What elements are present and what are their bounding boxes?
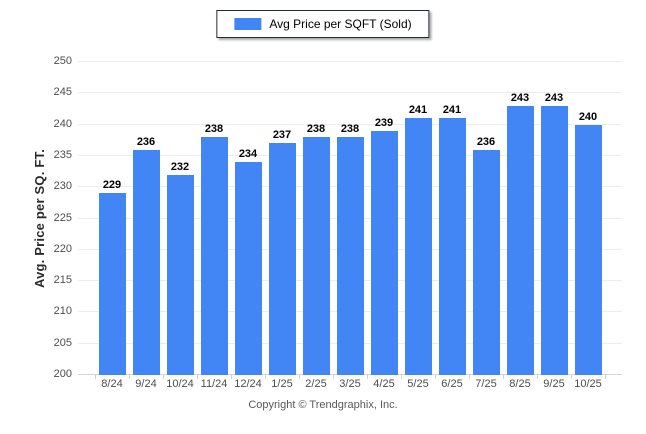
axis-tick	[367, 375, 368, 379]
x-axis-tick-label: 2/25	[305, 378, 327, 390]
bar-value-label: 243	[510, 91, 530, 104]
bar	[302, 137, 330, 375]
bar	[200, 137, 228, 375]
bar	[336, 137, 364, 375]
bar	[506, 105, 534, 375]
legend: Avg Price per SQFT (Sold)	[216, 10, 430, 38]
y-axis-tick-label: 230	[53, 180, 72, 193]
bar-slot: 234	[231, 148, 265, 375]
bar-slot: 236	[129, 136, 163, 375]
y-axis-tick-label: 220	[53, 242, 72, 255]
axis-tick	[95, 375, 96, 379]
bar-slot: 241	[435, 104, 469, 375]
axis-tick	[333, 375, 334, 379]
bar	[574, 124, 602, 375]
axis-tick	[401, 375, 402, 379]
bar-slot: 243	[537, 92, 571, 375]
axis-tick	[537, 375, 538, 379]
bar-value-label: 236	[136, 135, 156, 148]
gridline	[78, 61, 622, 62]
bar	[370, 130, 398, 375]
bar	[132, 149, 160, 375]
bar-value-label: 239	[374, 116, 394, 129]
bar-slot: 240	[571, 111, 605, 375]
x-axis-tick-label: 10/25	[574, 378, 602, 390]
bar-series: 229 236 232 238 234 237 238 238 239 241 241 236 243 2…	[95, 62, 605, 375]
y-axis-tick-label: 200	[53, 368, 72, 380]
axis-tick	[435, 375, 436, 379]
x-axis-labels: 8/24 9/24 10/24 11/24 12/24 1/25 2/25 3/25 4/25 5…	[95, 378, 605, 390]
y-axis-tick-label: 225	[53, 211, 72, 224]
gridline	[78, 92, 622, 94]
bar-slot: 238	[299, 123, 333, 375]
axis-tick	[129, 375, 130, 379]
y-axis-tick-label: 235	[53, 148, 72, 161]
bar-value-label: 243	[544, 91, 564, 104]
bar	[438, 118, 466, 375]
x-axis-tick-label: 6/25	[441, 378, 463, 390]
bar-slot: 241	[401, 104, 435, 375]
bar-slot: 236	[469, 136, 503, 375]
y-axis-tick-label: 250	[53, 55, 72, 67]
bar	[166, 174, 194, 375]
axis-tick	[571, 375, 572, 379]
x-axis-tick-label: 7/25	[475, 378, 497, 390]
bar-value-label: 232	[170, 160, 190, 173]
y-axis-tick-label: 245	[53, 86, 72, 99]
bar-value-label: 237	[272, 129, 292, 142]
bar-slot: 229	[95, 179, 129, 375]
x-axis-tick-label: 1/25	[271, 378, 293, 390]
bar-value-label: 234	[238, 148, 258, 161]
x-axis-tick-label: 4/25	[373, 378, 395, 390]
bar-value-label: 238	[204, 123, 224, 136]
axis-tick	[197, 375, 198, 379]
axis-tick	[605, 375, 606, 379]
x-axis-tick-label: 10/24	[166, 378, 194, 390]
bar-value-label: 241	[408, 104, 428, 117]
bar-slot: 232	[163, 161, 197, 375]
y-axis-tick-label: 210	[53, 305, 72, 318]
axis-tick	[299, 375, 300, 379]
bar	[540, 105, 568, 375]
y-axis-tick-label: 215	[53, 274, 72, 287]
x-axis-tick-label: 9/24	[135, 378, 157, 390]
bar	[234, 162, 262, 375]
bar-value-label: 241	[442, 104, 462, 117]
x-axis-tick-label: 8/25	[509, 378, 531, 390]
x-axis-tick-label: 11/24	[200, 378, 228, 390]
y-axis-tick-label: 240	[53, 117, 72, 130]
plot-area: 250 245 240 235 230 225 220 215 210 205 200 229 236 2…	[54, 56, 622, 380]
bar-value-label: 238	[340, 123, 360, 136]
copyright: Copyright © Trendgraphix, Inc.	[248, 399, 398, 411]
x-axis-tick-label: 8/24	[101, 378, 123, 390]
gridline	[78, 123, 622, 125]
bar-slot: 238	[333, 123, 367, 375]
x-axis-tick-label: 12/24	[234, 378, 262, 390]
bar-value-label: 236	[476, 135, 496, 148]
bar	[268, 143, 296, 375]
bar-value-label: 240	[578, 110, 598, 123]
x-axis-tick-label: 5/25	[407, 378, 429, 390]
x-axis-tick-label: 9/25	[543, 378, 565, 390]
bar-value-label: 238	[306, 123, 326, 136]
bar-slot: 238	[197, 123, 231, 375]
bar-value-label: 229	[102, 179, 122, 192]
bar	[472, 149, 500, 375]
legend-label: Avg Price per SQFT (Sold)	[269, 17, 412, 31]
bar	[404, 118, 432, 375]
bar-slot: 237	[265, 129, 299, 375]
axis-tick	[503, 375, 504, 379]
legend-swatch-icon	[234, 18, 262, 30]
bar-slot: 243	[503, 92, 537, 375]
y-axis-tick-label: 205	[53, 336, 72, 349]
x-axis-tick-label: 3/25	[339, 378, 361, 390]
axis-tick	[265, 375, 266, 379]
axis-tick	[163, 375, 164, 379]
axis-tick	[231, 375, 232, 379]
axis-tick	[469, 375, 470, 379]
bar-slot: 239	[367, 117, 401, 375]
bar	[98, 193, 126, 375]
